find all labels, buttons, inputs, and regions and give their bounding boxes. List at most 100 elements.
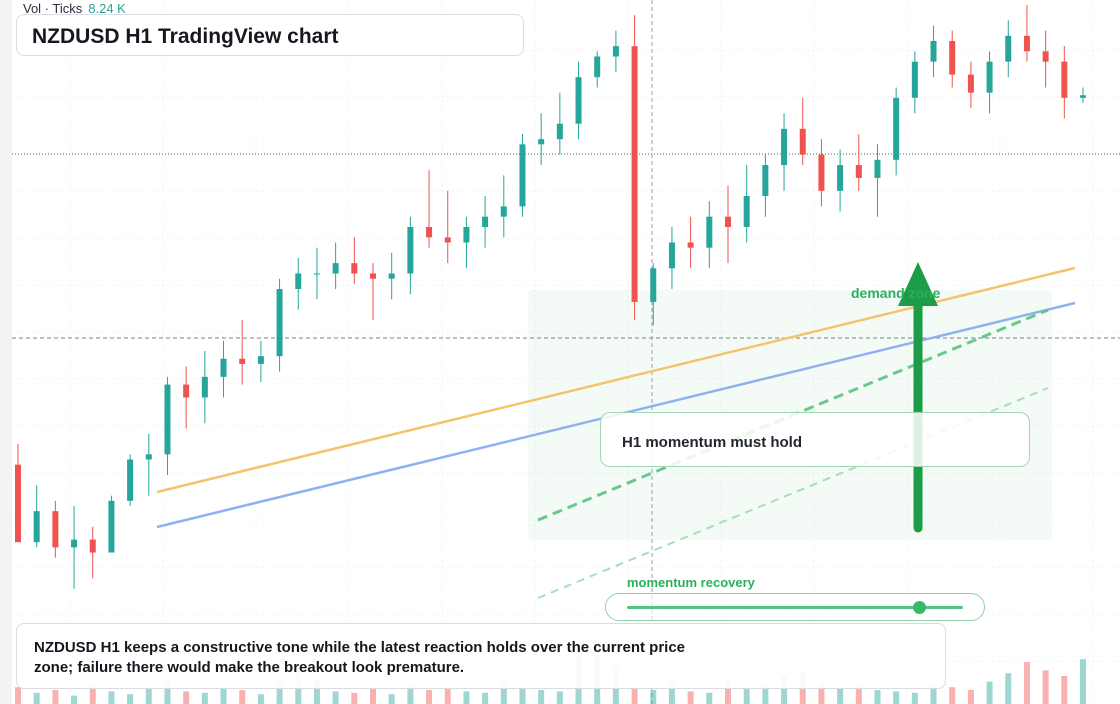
candle-body	[33, 511, 40, 543]
volume-bar	[949, 687, 956, 704]
volume-bar	[444, 687, 451, 704]
candle-body	[799, 128, 806, 155]
up-arrow-head	[898, 262, 938, 306]
candle-body	[967, 74, 974, 93]
volume-bar	[519, 687, 526, 704]
candle-body	[855, 165, 862, 178]
volume-bar	[706, 692, 713, 704]
volume-bar	[52, 690, 59, 704]
candle-body	[612, 46, 619, 57]
volume-bar	[687, 691, 694, 704]
candle-body	[556, 123, 563, 140]
candle-body	[164, 384, 171, 455]
volume-legend-label: Vol · Ticks	[23, 1, 83, 16]
volume-bar	[967, 690, 974, 704]
candle-body	[71, 539, 78, 548]
volume-bar	[986, 681, 993, 704]
volume-bar	[463, 691, 470, 704]
volume-bar	[668, 684, 675, 704]
volume-bar	[538, 690, 545, 704]
volume-bar	[388, 694, 395, 704]
volume-legend: Vol · Ticks 8.24 K	[23, 1, 126, 16]
candle-body	[743, 196, 750, 227]
volume-bar	[482, 692, 489, 704]
volume-bar	[725, 678, 731, 704]
candle-body	[257, 356, 264, 364]
analysis-caption-box: NZDUSD H1 keeps a constructive tone whil…	[16, 623, 946, 689]
volume-bar	[650, 690, 657, 704]
candle-body	[668, 242, 675, 269]
candle-body	[687, 242, 694, 248]
volume-bar	[556, 691, 563, 704]
volume-bar	[351, 692, 358, 704]
momentum-slider-track[interactable]	[627, 606, 963, 609]
volume-bar	[1023, 662, 1030, 704]
candle-body	[594, 56, 601, 78]
momentum-slider[interactable]	[605, 593, 985, 621]
volume-bar	[332, 691, 339, 704]
candle-body	[201, 376, 208, 398]
volume-bar	[201, 692, 208, 704]
demand-zone-label: demand zone	[851, 285, 941, 301]
candle-body	[911, 61, 918, 98]
candle-body	[370, 273, 376, 279]
volume-bar	[33, 692, 40, 704]
volume-bar	[183, 691, 190, 704]
chart-title-box: NZDUSD H1 TradingView chart	[16, 14, 524, 56]
candle-body	[706, 216, 713, 248]
analysis-caption: NZDUSD H1 keeps a constructive tone whil…	[34, 639, 686, 676]
candle-body	[519, 144, 526, 207]
volume-bar	[145, 688, 152, 704]
candle-body	[127, 459, 134, 501]
candle-body	[463, 227, 470, 243]
volume-bar	[127, 694, 134, 704]
candle-body	[575, 77, 582, 124]
candle-body	[332, 263, 339, 274]
candle-body	[295, 273, 302, 289]
volume-bar	[1080, 659, 1086, 704]
candle-body	[145, 454, 152, 460]
candle-body	[1005, 35, 1012, 62]
candle-body	[1061, 61, 1068, 98]
candle-body	[874, 159, 881, 178]
candle-body	[276, 289, 283, 357]
volume-bar	[762, 684, 769, 704]
candle-body	[426, 227, 433, 238]
volume-bar	[874, 690, 881, 704]
candle-body	[781, 128, 788, 165]
projection-line-secondary	[537, 387, 1049, 599]
volume-bar	[631, 687, 638, 704]
volume-bar	[911, 692, 918, 704]
volume-bar	[71, 695, 78, 704]
volume-bar	[781, 676, 788, 704]
volume-bar	[1005, 673, 1012, 704]
candle-body	[949, 41, 956, 75]
volume-bar	[930, 684, 937, 704]
candle-body	[89, 539, 96, 553]
candle-body	[388, 273, 395, 279]
candle-body	[407, 227, 414, 274]
volume-bar	[257, 694, 264, 704]
momentum-slider-thumb[interactable]	[913, 601, 927, 614]
momentum-note-box[interactable]: H1 momentum must hold	[600, 412, 1030, 467]
candle-body	[762, 165, 769, 196]
candle-body	[351, 263, 358, 274]
volume-bar	[426, 690, 433, 704]
candle-body	[893, 97, 900, 160]
volume-bar	[818, 681, 825, 704]
candle-body	[52, 511, 59, 548]
candle-body	[818, 154, 825, 191]
volume-legend-value: 8.24 K	[88, 1, 126, 16]
candle-body	[108, 500, 115, 553]
candle-body	[650, 268, 657, 302]
volume-bar	[837, 688, 844, 704]
candle-body	[239, 358, 246, 364]
volume-bar	[855, 685, 862, 704]
candlesticks	[15, 4, 1086, 589]
volume-bar	[164, 681, 171, 704]
momentum-slider-label: momentum recovery	[627, 575, 755, 590]
volume-bar	[239, 690, 246, 704]
page-title: NZDUSD H1 TradingView chart	[32, 25, 339, 48]
candle-body	[986, 61, 993, 93]
